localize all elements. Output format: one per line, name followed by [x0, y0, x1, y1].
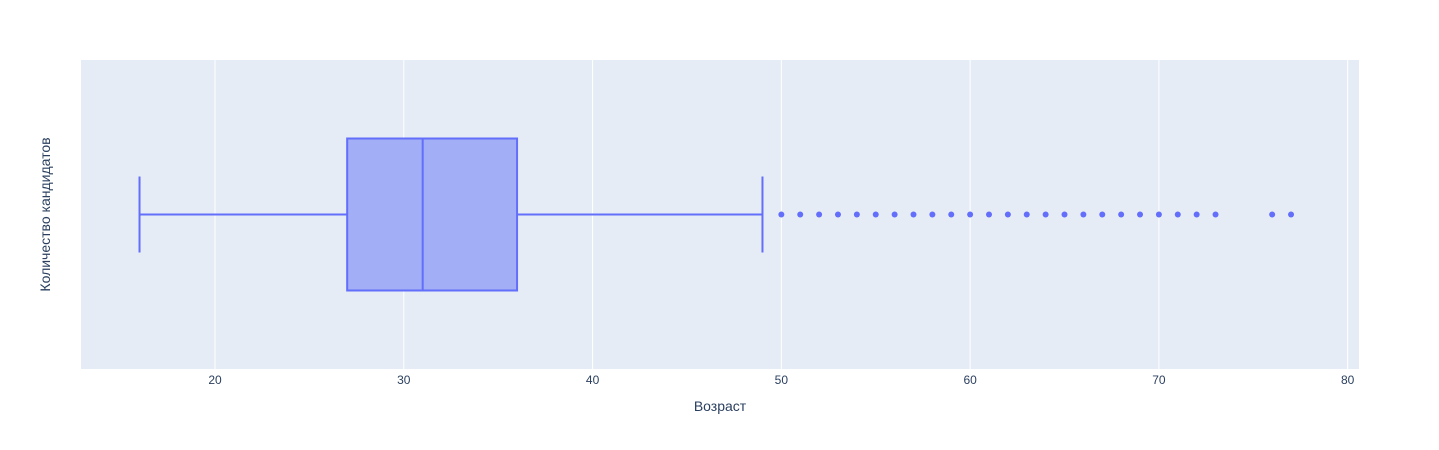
- outlier-point[interactable]: [1212, 211, 1219, 218]
- outlier-point[interactable]: [797, 211, 804, 218]
- box-trace[interactable]: [138, 137, 1295, 292]
- x-tick-label: 50: [775, 373, 789, 387]
- interquartile-box[interactable]: [346, 137, 519, 292]
- outlier-point[interactable]: [1155, 211, 1162, 218]
- outlier-point[interactable]: [1099, 211, 1106, 218]
- x-axis-title: Возраст: [694, 398, 747, 414]
- outlier-point[interactable]: [816, 211, 823, 218]
- x-tick-label: 70: [1152, 373, 1166, 387]
- outlier-point[interactable]: [967, 211, 974, 218]
- outlier-point[interactable]: [986, 211, 993, 218]
- outlier-point[interactable]: [1193, 211, 1200, 218]
- x-tick-label: 40: [586, 373, 600, 387]
- outlier-point[interactable]: [1118, 211, 1125, 218]
- x-tick-label: 30: [397, 373, 411, 387]
- outlier-point[interactable]: [834, 211, 841, 218]
- x-tick-label: 20: [208, 373, 222, 387]
- outlier-point[interactable]: [872, 211, 879, 218]
- x-tick-label: 60: [963, 373, 977, 387]
- outlier-point[interactable]: [1080, 211, 1087, 218]
- outlier-point[interactable]: [891, 211, 898, 218]
- outlier-point[interactable]: [948, 211, 955, 218]
- outlier-point[interactable]: [929, 211, 936, 218]
- x-tick-labels: 20 30 40 50 60 70 80: [208, 373, 1354, 387]
- outlier-point[interactable]: [1042, 211, 1049, 218]
- outlier-point[interactable]: [1137, 211, 1144, 218]
- outlier-point[interactable]: [1174, 211, 1181, 218]
- outlier-point[interactable]: [1023, 211, 1030, 218]
- outlier-point[interactable]: [910, 211, 917, 218]
- x-tick-label: 80: [1341, 373, 1355, 387]
- outlier-point[interactable]: [1269, 211, 1276, 218]
- y-axis-title: Количество кандидатов: [37, 137, 53, 291]
- outlier-point[interactable]: [1061, 211, 1068, 218]
- outlier-point[interactable]: [778, 211, 785, 218]
- outlier-point[interactable]: [1004, 211, 1011, 218]
- outlier-point[interactable]: [1288, 211, 1295, 218]
- outlier-point[interactable]: [853, 211, 860, 218]
